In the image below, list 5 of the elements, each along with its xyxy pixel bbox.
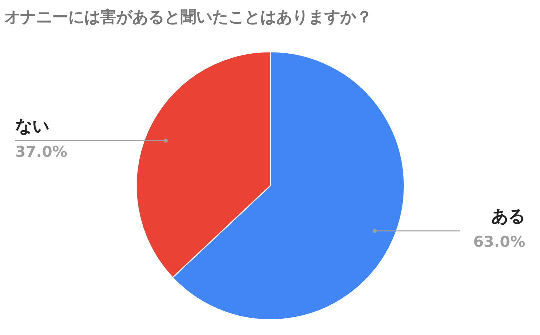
chart-title: オナニーには害があると聞いたことはありますか？ (4, 8, 372, 26)
slice-label: ない (16, 116, 50, 137)
data-label: 63.0% (473, 233, 526, 252)
data-label: 37.0% (16, 142, 68, 161)
slice-label: ある (492, 207, 526, 228)
